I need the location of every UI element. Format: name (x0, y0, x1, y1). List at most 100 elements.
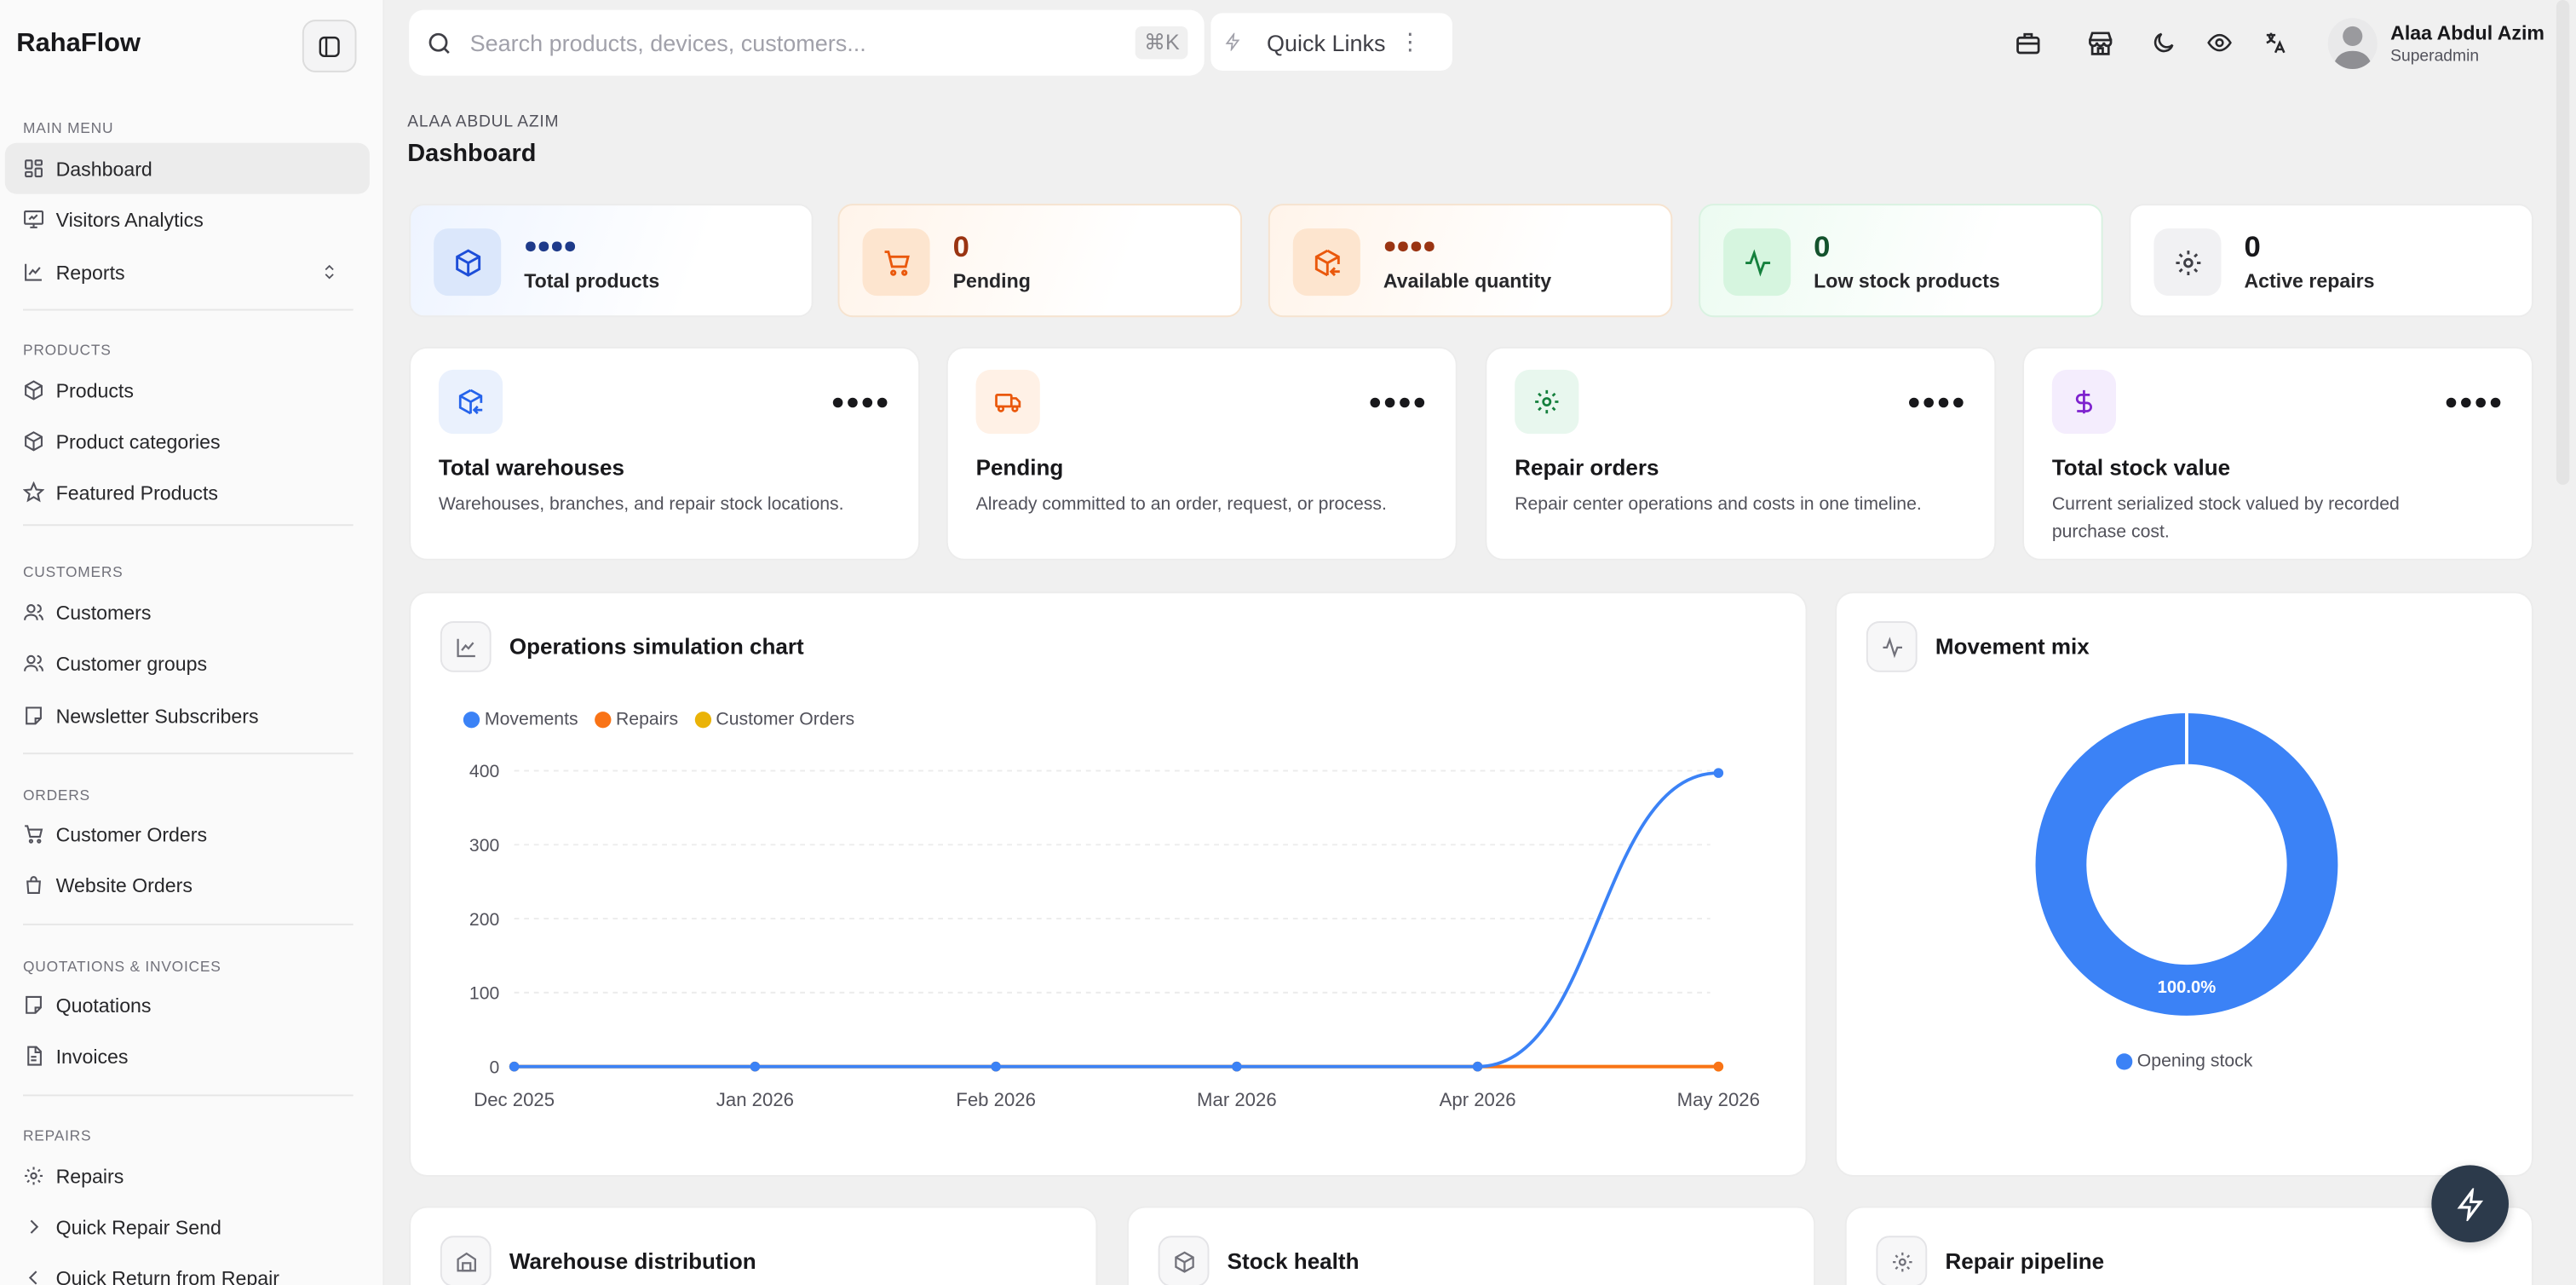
sidebar-item-label: Repairs (55, 1164, 124, 1188)
y-tick-label: 300 (469, 836, 499, 856)
x-tick-label: Mar 2026 (1197, 1089, 1277, 1110)
avatar[interactable] (2327, 18, 2378, 70)
section-label-customers: Customers (23, 563, 124, 580)
brand-logo[interactable]: RahaFlow (16, 29, 141, 58)
section-label-quotations-invoices: Quotations & Invoices (23, 958, 221, 975)
sidebar-item-quotations[interactable]: Quotations (5, 979, 370, 1030)
translate-icon (2266, 32, 2286, 54)
search-shortcut-badge: ⌘K (1136, 26, 1188, 60)
data-point[interactable] (1232, 1061, 1242, 1072)
briefcase-button[interactable] (2011, 26, 2044, 60)
preview-toggle[interactable] (2203, 26, 2236, 60)
x-tick-label: Apr 2026 (1440, 1089, 1516, 1110)
masked-value[interactable] (2446, 397, 2501, 408)
masked-value[interactable] (1370, 397, 1425, 408)
sidebar-item-quick-repair-send[interactable]: Quick Repair Send (5, 1201, 370, 1253)
data-point[interactable] (1472, 1061, 1483, 1072)
sidebar-item-label: Dashboard (55, 157, 152, 181)
sticky-note-icon (26, 706, 42, 725)
sidebar-item-dashboard[interactable]: Dashboard (4, 142, 370, 194)
legend-item[interactable]: Movements (463, 710, 578, 729)
data-point[interactable] (1713, 1061, 1724, 1072)
sidebar-item-customer-groups[interactable]: Customer groups (5, 637, 370, 689)
quick-links-button[interactable]: Quick Links ⋮ (1210, 13, 1452, 71)
sidebar: RahaFlow Main menu Dashboard Visitors An… (0, 0, 385, 1285)
x-tick-label: Jan 2026 (716, 1089, 794, 1110)
user-name[interactable]: Alaa Abdul Azim (2390, 21, 2545, 45)
masked-value[interactable] (1909, 397, 1964, 408)
stat-card-pending[interactable]: 0 Pending (837, 204, 1243, 318)
sidebar-item-visitors-analytics[interactable]: Visitors Analytics (5, 194, 370, 245)
sidebar-item-label: Featured Products (55, 481, 218, 504)
truck-icon (995, 393, 1021, 412)
sidebar-toggle-button[interactable] (302, 20, 357, 72)
movement-mix-panel: Movement mix 100.0% Opening stock (1835, 591, 2533, 1177)
stat-icon-wrap (2153, 228, 2222, 297)
sidebar-item-website-orders[interactable]: Website Orders (5, 860, 370, 911)
stat-card-available-quantity[interactable]: Available quantity (1268, 204, 1673, 318)
data-point[interactable] (750, 1061, 761, 1072)
stat-value: 0 (2244, 230, 2261, 263)
language-toggle[interactable] (2259, 26, 2292, 60)
y-tick-label: 200 (469, 910, 499, 930)
x-tick-label: Feb 2026 (956, 1089, 1036, 1110)
panel-icon-wrap (440, 621, 492, 672)
page-scrollbar[interactable] (2556, 0, 2570, 485)
warehouse-distribution-panel: Warehouse distribution (409, 1206, 1098, 1285)
data-point[interactable] (509, 1061, 520, 1072)
dark-mode-toggle[interactable] (2148, 26, 2181, 60)
data-point[interactable] (1713, 768, 1724, 778)
legend-item[interactable]: Customer Orders (694, 710, 854, 729)
gear-icon (25, 1167, 43, 1185)
search-input[interactable] (469, 29, 1111, 56)
sidebar-item-reports[interactable]: Reports (5, 246, 370, 297)
user-role: Superadmin (2390, 47, 2480, 66)
summary-card-repair-orders[interactable]: Repair orders Repair center operations a… (1485, 346, 1997, 561)
stat-icon-wrap (1723, 228, 1791, 297)
summary-card-pending[interactable]: Pending Already committed to an order, r… (946, 346, 1458, 561)
sidebar-item-label: Products (55, 378, 134, 402)
sidebar-item-products[interactable]: Products (5, 365, 370, 416)
box-icon (25, 431, 43, 452)
summary-card-total-warehouses[interactable]: Total warehouses Warehouses, branches, a… (409, 346, 921, 561)
box-icon (455, 248, 480, 276)
store-button[interactable] (2083, 26, 2116, 60)
masked-value[interactable] (832, 397, 888, 408)
gear-icon (1535, 389, 1559, 414)
sidebar-item-quick-return-from-repair[interactable]: Quick Return from Repair (5, 1253, 370, 1285)
dollar-icon (2075, 389, 2092, 414)
summary-icon-wrap (438, 369, 503, 435)
data-point[interactable] (991, 1061, 1001, 1072)
sidebar-item-customer-orders[interactable]: Customer Orders (5, 809, 370, 860)
legend-swatch (463, 712, 480, 729)
sidebar-item-invoices[interactable]: Invoices (5, 1030, 370, 1081)
legend-item[interactable]: Opening stock (2115, 1052, 2252, 1071)
chevrons-up-down-icon[interactable] (320, 263, 338, 281)
warehouse-icon (456, 1251, 476, 1271)
sidebar-item-newsletter-subscribers[interactable]: Newsletter Subscribers (5, 690, 370, 741)
quick-action-fab[interactable] (2431, 1165, 2509, 1243)
masked-value[interactable] (1384, 241, 1434, 251)
stat-card-total-products[interactable]: Total products (409, 204, 814, 318)
sidebar-item-customers[interactable]: Customers (5, 587, 370, 638)
stat-label: Low stock products (1814, 269, 2000, 293)
sidebar-item-product-categories[interactable]: Product categories (5, 416, 370, 467)
stat-card-low-stock-products[interactable]: 0 Low stock products (1699, 204, 2103, 318)
stat-card-active-repairs[interactable]: 0 Active repairs (2129, 204, 2533, 318)
donut-slice[interactable] (2035, 713, 2338, 1016)
series-line[interactable] (514, 771, 1719, 1069)
sidebar-item-label: Quick Repair Send (55, 1215, 221, 1239)
sidebar-divider (23, 308, 354, 311)
summary-icon-wrap (975, 369, 1040, 435)
legend-label: Customer Orders (716, 710, 855, 730)
summary-card-total-stock-value[interactable]: Total stock value Current serialized sto… (2022, 346, 2533, 561)
stat-icon-wrap (434, 228, 502, 297)
sidebar-divider (23, 923, 354, 925)
summary-title: Total warehouses (438, 455, 624, 481)
legend-item[interactable]: Repairs (594, 710, 678, 729)
sidebar-item-repairs[interactable]: Repairs (5, 1150, 370, 1201)
panel-title: Repair pipeline (1945, 1248, 2105, 1274)
slice-label: 100.0% (2158, 978, 2217, 997)
masked-value[interactable] (526, 241, 575, 251)
sidebar-item-featured-products[interactable]: Featured Products (5, 467, 370, 518)
